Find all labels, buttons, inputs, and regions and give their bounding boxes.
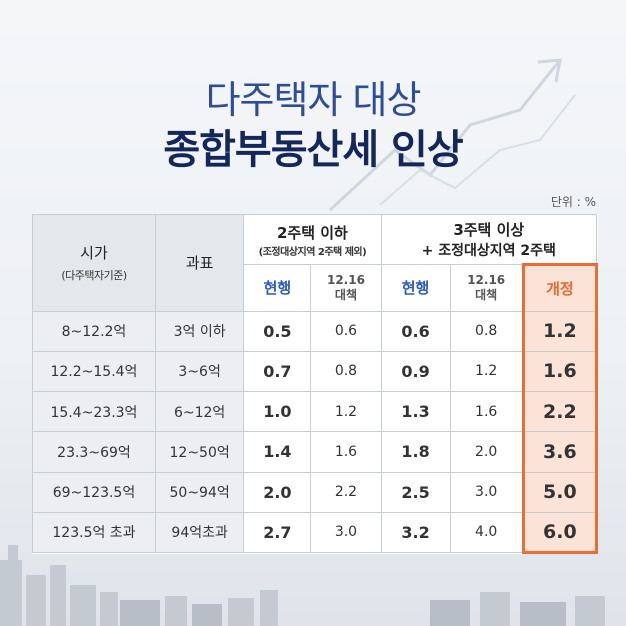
- header-g1-1216-line1: 12.16: [326, 272, 365, 287]
- table-row: 69~123.5억 50~94억 2.0 2.2 2.5 3.0 5.0: [32, 471, 599, 513]
- table-row: 12.2~15.4억 3~6억 0.7 0.8 0.9 1.2 1.6: [32, 350, 599, 393]
- cell-base: 3~6억: [154, 350, 245, 393]
- cell-g2-1216: 2.0: [449, 431, 524, 473]
- cell-base: 3억 이하: [154, 310, 245, 352]
- title-line1: 다주택자 대상: [205, 78, 422, 122]
- header-g1-current-label: 현행: [263, 279, 292, 298]
- header-g2-1216-line2: 대책: [475, 287, 498, 302]
- cell-g1-1216: 1.6: [310, 431, 382, 473]
- cell-base: 94억초과: [154, 511, 245, 554]
- header-revised-label: 개정: [546, 279, 574, 298]
- header-base: 과표: [154, 214, 245, 312]
- cell-g1-current: 2.7: [243, 511, 312, 554]
- unit-label: 단위 : %: [550, 195, 596, 209]
- cell-base: 6~12억: [154, 391, 245, 433]
- cell-g2-current: 1.8: [380, 431, 451, 473]
- header-g2-1216-line1: 12.16: [467, 272, 506, 287]
- cell-revised: 2.2: [521, 391, 599, 433]
- cell-price: 8~12.2억: [32, 310, 156, 352]
- header-group1: 2주택 이하 (조정대상지역 2주택 제외): [243, 213, 382, 266]
- table-row: 23.3~69억 12~50억 1.4 1.6 1.8 2.0 3.6: [32, 431, 599, 473]
- header-price-sublabel: (다주택자기준): [61, 269, 127, 283]
- cell-g2-1216: 3.0: [449, 471, 524, 513]
- header-group1-sub: (조정대상지역 2주택 제외): [258, 246, 367, 258]
- cell-g1-1216: 2.2: [310, 471, 382, 513]
- header-base-label: 과표: [185, 254, 214, 273]
- cell-g2-current: 0.9: [380, 350, 451, 393]
- cell-revised: 5.0: [521, 471, 599, 513]
- header-g1-current: 현행: [243, 264, 312, 312]
- header-g2-current: 현행: [380, 264, 451, 312]
- cell-g1-1216: 0.6: [310, 310, 382, 352]
- cell-g1-current: 0.7: [243, 350, 312, 393]
- header-row-2: 현행 12.16 대책 현행 12.16 대책 개정: [33, 263, 599, 312]
- cell-g1-1216: 0.8: [310, 350, 382, 393]
- cell-g1-current: 2.0: [243, 471, 312, 513]
- table-row: 8~12.2억 3억 이하 0.5 0.6 0.6 0.8 1.2: [32, 310, 599, 352]
- header-group1-title: 2주택 이하: [276, 223, 348, 242]
- cell-price: 23.3~69억: [32, 431, 156, 473]
- cell-price: 123.5억 초과: [32, 511, 156, 554]
- city-skyline-icon: [0, 545, 605, 626]
- header-price-label: 시가: [80, 244, 108, 263]
- header-g2-current-label: 현행: [401, 279, 430, 298]
- header-group2-sub: + 조정대상지역 2주택: [421, 242, 556, 259]
- header-row-1: 시가 (다주택자기준) 과표 2주택 이하 (조정대상지역 2주택 제외) 3주…: [32, 213, 598, 312]
- cell-g1-current: 1.0: [243, 391, 312, 433]
- header-group2-title: 3주택 이상: [453, 220, 525, 239]
- tax-rate-table: 시가 (다주택자기준) 과표 2주택 이하 (조정대상지역 2주택 제외) 3주…: [32, 213, 599, 555]
- cell-price: 69~123.5억: [32, 471, 156, 513]
- header-revised: 개정: [521, 263, 599, 312]
- header-g2-1216: 12.16 대책: [449, 264, 524, 312]
- header-group2: 3주택 이상 + 조정대상지역 2주택: [380, 213, 598, 266]
- table-row: 15.4~23.3억 6~12억 1.0 1.2 1.3 1.6 2.2: [32, 391, 599, 433]
- cell-g1-1216: 1.2: [310, 391, 382, 433]
- header-price: 시가 (다주택자기준): [32, 214, 156, 312]
- cell-g2-current: 0.6: [380, 310, 451, 352]
- cell-revised: 1.6: [521, 350, 599, 393]
- cell-g2-1216: 1.2: [449, 350, 524, 393]
- cell-price: 12.2~15.4억: [32, 350, 156, 393]
- cell-revised: 6.0: [521, 511, 599, 555]
- cell-g2-current: 1.3: [380, 391, 451, 433]
- cell-g1-current: 0.5: [243, 310, 312, 352]
- cell-g2-1216: 4.0: [449, 511, 524, 554]
- cell-g2-current: 2.5: [380, 471, 451, 513]
- header-g1-1216: 12.16 대책: [310, 264, 382, 312]
- cell-g1-current: 1.4: [243, 431, 312, 473]
- cell-base: 50~94억: [154, 471, 245, 513]
- cell-g2-1216: 1.6: [449, 391, 524, 433]
- header-g1-1216-line2: 대책: [334, 287, 357, 302]
- cell-g2-current: 3.2: [380, 511, 451, 554]
- cell-base: 12~50억: [154, 431, 245, 473]
- cell-revised: 3.6: [521, 431, 599, 473]
- title-line2: 종합부동산세 인상: [163, 127, 463, 173]
- cell-revised: 1.2: [521, 310, 599, 352]
- cell-g2-1216: 0.8: [449, 310, 524, 352]
- cell-g1-1216: 3.0: [310, 511, 382, 554]
- title-block: 다주택자 대상 종합부동산세 인상: [0, 78, 626, 174]
- table-row: 123.5억 초과 94억초과 2.7 3.0 3.2 4.0 6.0: [32, 511, 599, 555]
- cell-price: 15.4~23.3억: [32, 391, 156, 433]
